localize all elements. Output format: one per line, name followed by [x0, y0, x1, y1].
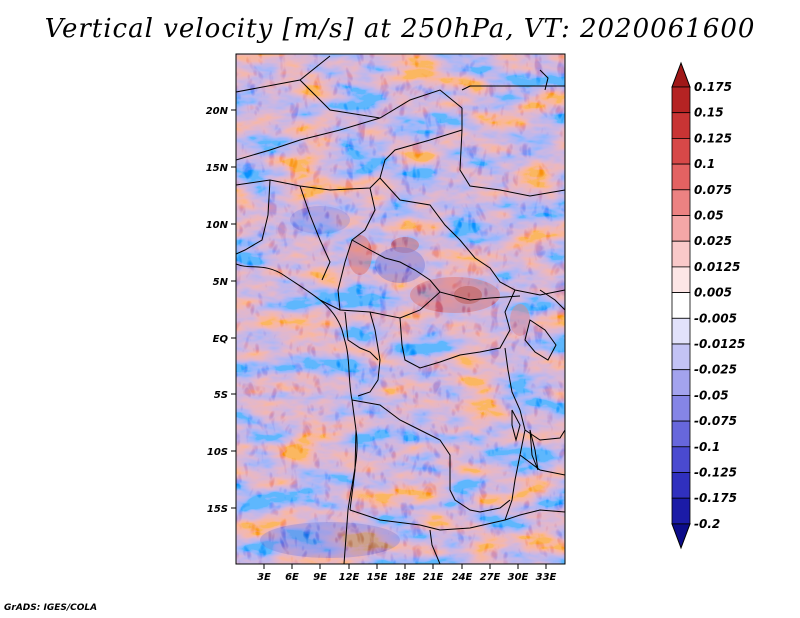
lon-label-24e: 24E	[452, 572, 473, 583]
lon-label-15e: 15E	[367, 572, 388, 583]
lon-axis: 3E 6E 9E 12E 15E 18E 21E 24E 27E 30E 33E	[257, 564, 557, 583]
lat-label-5n: 5N	[213, 277, 229, 288]
colorbar-cell	[671, 446, 691, 473]
colorbar-label: 0.075	[694, 183, 732, 197]
colorbar-cell	[671, 394, 691, 422]
lon-label-12e: 12E	[339, 572, 360, 583]
grads-credit: GrADS: IGES/COLA	[4, 603, 98, 613]
colorbar-label: 0.1	[694, 157, 715, 171]
lat-label-5s: 5S	[214, 390, 228, 401]
colorbar-label: 0.175	[694, 80, 732, 94]
plot-title: Vertical velocity [m/s] at 250hPa, VT: 2…	[44, 14, 756, 44]
colorbar-cell	[671, 266, 691, 293]
colorbar-label: -0.1	[694, 440, 720, 454]
colorbar-label: 0.05	[694, 209, 724, 223]
colorbar-cell	[671, 292, 691, 319]
colorbar-cell	[671, 472, 691, 499]
lat-label-10n: 10N	[206, 220, 229, 231]
colorbar-cell	[671, 343, 691, 371]
map-frame	[235, 53, 566, 565]
colorbar-label: 0.125	[694, 131, 732, 145]
colorbar-cell	[671, 189, 691, 216]
lon-label-33e: 33E	[536, 572, 557, 583]
lat-axis: 20N 15N 10N 5N EQ 5S 10S 15S	[206, 106, 236, 515]
colorbar-cell	[671, 137, 691, 165]
colorbar-label: -0.125	[694, 466, 737, 480]
colorbar-cell	[671, 317, 691, 345]
colorbar-label: 0.005	[694, 286, 732, 300]
lon-label-9e: 9E	[313, 572, 327, 583]
colorbar-label: 0.0125	[694, 260, 740, 274]
colorbar-cell	[671, 112, 691, 139]
lon-label-27e: 27E	[480, 572, 501, 583]
lon-label-3e: 3E	[257, 572, 271, 583]
colorbar-cell	[671, 86, 691, 114]
lat-label-eq: EQ	[213, 334, 229, 345]
country-borders	[236, 55, 565, 564]
colorbar-label: -0.05	[694, 388, 729, 402]
colorbar-label: 0.025	[694, 234, 732, 248]
colorbar: 0.175 0.15 0.125 0.1 0.075 0.05 0.025 0.0125 0.0…	[671, 61, 745, 550]
velocity-field	[236, 54, 565, 564]
lat-label-20n: 20N	[206, 106, 229, 117]
colorbar-cell	[671, 369, 691, 396]
colorbar-cell	[671, 420, 691, 448]
lat-label-10s: 10S	[207, 447, 228, 458]
lon-label-18e: 18E	[395, 572, 416, 583]
colorbar-cell	[671, 497, 691, 525]
colorbar-cell	[671, 163, 691, 191]
colorbar-label: 0.15	[694, 106, 724, 120]
lat-label-15n: 15N	[206, 163, 229, 174]
colorbar-top-arrow	[671, 61, 691, 88]
lon-label-6e: 6E	[285, 572, 299, 583]
colorbar-label: -0.2	[694, 517, 720, 531]
colorbar-label: -0.0125	[694, 337, 745, 351]
colorbar-label: -0.025	[694, 363, 737, 377]
colorbar-label: -0.075	[694, 414, 737, 428]
colorbar-cell	[671, 240, 691, 268]
colorbar-bottom-arrow	[671, 523, 691, 550]
lat-label-15s: 15S	[207, 504, 228, 515]
colorbar-label: -0.175	[694, 491, 737, 505]
colorbar-label: -0.005	[694, 311, 737, 325]
colorbar-cell	[671, 215, 691, 242]
lon-label-21e: 21E	[423, 572, 444, 583]
lon-label-30e: 30E	[508, 572, 529, 583]
